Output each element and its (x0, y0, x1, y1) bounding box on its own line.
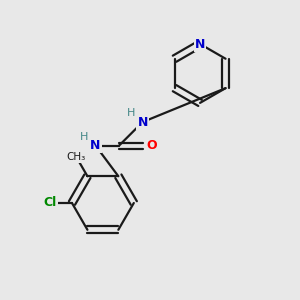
Text: CH₃: CH₃ (67, 152, 86, 162)
Text: O: O (146, 139, 157, 152)
Text: N: N (137, 116, 148, 128)
Text: Cl: Cl (43, 196, 56, 209)
Text: N: N (195, 38, 205, 50)
Text: H: H (80, 132, 88, 142)
Text: N: N (90, 139, 101, 152)
Text: H: H (127, 108, 136, 118)
